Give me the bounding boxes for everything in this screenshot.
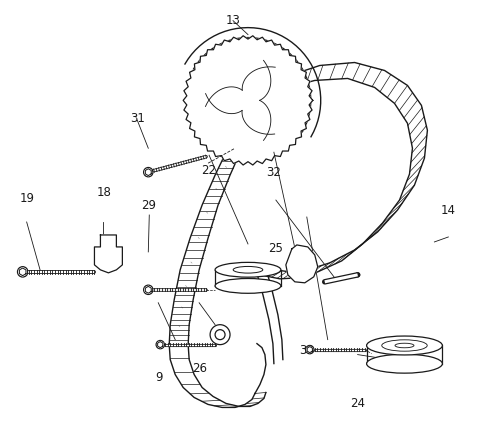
Ellipse shape xyxy=(395,343,414,348)
Text: 26: 26 xyxy=(192,362,207,375)
Ellipse shape xyxy=(367,336,443,355)
Polygon shape xyxy=(307,346,312,353)
Ellipse shape xyxy=(367,354,443,373)
Polygon shape xyxy=(183,36,313,165)
Polygon shape xyxy=(19,268,26,276)
Text: 30: 30 xyxy=(300,344,314,357)
Polygon shape xyxy=(157,342,163,348)
Text: 32: 32 xyxy=(266,166,281,179)
Ellipse shape xyxy=(233,266,263,273)
Circle shape xyxy=(306,346,314,354)
Circle shape xyxy=(236,89,260,112)
Circle shape xyxy=(101,250,115,264)
Ellipse shape xyxy=(215,278,281,293)
Ellipse shape xyxy=(382,340,427,351)
Circle shape xyxy=(300,259,305,264)
Text: 19: 19 xyxy=(20,193,35,206)
Circle shape xyxy=(144,285,153,295)
Circle shape xyxy=(210,325,230,345)
Polygon shape xyxy=(286,245,318,283)
Text: 18: 18 xyxy=(96,186,111,199)
Circle shape xyxy=(297,256,309,268)
Circle shape xyxy=(17,267,28,277)
Text: 14: 14 xyxy=(441,204,456,217)
Polygon shape xyxy=(145,287,151,293)
Text: 22: 22 xyxy=(202,164,216,177)
Circle shape xyxy=(201,54,295,147)
Text: 9: 9 xyxy=(155,371,162,384)
Circle shape xyxy=(144,168,153,177)
Circle shape xyxy=(356,273,360,277)
Text: 29: 29 xyxy=(142,199,156,212)
Circle shape xyxy=(156,341,164,349)
Circle shape xyxy=(243,266,252,274)
Polygon shape xyxy=(95,235,122,273)
Text: 25: 25 xyxy=(268,241,283,254)
Polygon shape xyxy=(145,169,151,176)
Circle shape xyxy=(215,330,225,340)
Text: 24: 24 xyxy=(350,397,365,410)
Text: 13: 13 xyxy=(226,14,240,27)
Ellipse shape xyxy=(215,262,281,277)
Text: 31: 31 xyxy=(130,112,144,125)
